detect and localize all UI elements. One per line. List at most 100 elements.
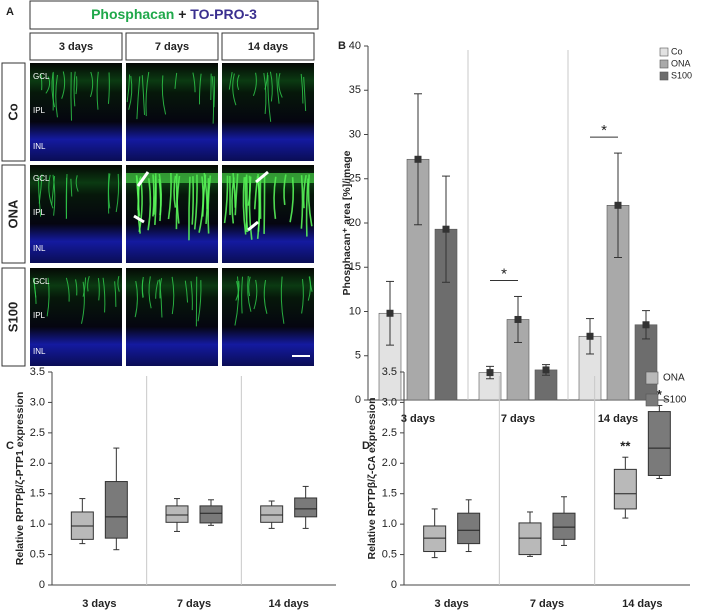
box xyxy=(294,497,318,518)
x-tick-label: 7 days xyxy=(501,413,535,425)
fiber xyxy=(198,73,202,105)
x-tick-label: 14 days xyxy=(268,598,308,610)
fiber xyxy=(145,71,150,117)
y-tick-label: 2.5 xyxy=(382,427,397,439)
y-tick-label: 1.5 xyxy=(382,488,397,500)
fiber xyxy=(171,276,175,315)
fiber xyxy=(37,175,42,217)
fiber xyxy=(65,174,68,219)
y-tick-label: 15 xyxy=(349,261,361,273)
box xyxy=(199,505,223,524)
fiber xyxy=(228,72,233,90)
panel-letter: C xyxy=(6,440,14,452)
fiber xyxy=(236,74,240,90)
fiber xyxy=(51,72,56,108)
arrow xyxy=(255,170,269,184)
fiber xyxy=(40,73,43,91)
title-join: + xyxy=(178,6,186,22)
fiber xyxy=(211,76,215,124)
panel-letter: B xyxy=(338,40,346,52)
fiber xyxy=(51,176,56,206)
fiber xyxy=(155,279,159,299)
title-blue: TO-PRO-3 xyxy=(190,6,257,22)
x-tick-label: 14 days xyxy=(598,413,638,425)
box xyxy=(260,505,284,523)
fiber xyxy=(253,279,258,310)
x-tick-label: 3 days xyxy=(401,413,435,425)
fiber xyxy=(46,277,50,317)
fiber xyxy=(269,71,273,102)
y-tick-label: 40 xyxy=(349,40,361,52)
fiber xyxy=(305,178,309,237)
box xyxy=(165,505,189,523)
fiber xyxy=(241,276,244,314)
mean-marker xyxy=(486,369,494,377)
mean-marker xyxy=(442,225,450,233)
legend-swatch xyxy=(645,393,659,407)
fiber xyxy=(263,72,267,114)
fiber xyxy=(126,74,131,103)
y-tick-label: 2.0 xyxy=(382,457,397,469)
fiber xyxy=(141,75,145,115)
x-tick-label: 3 days xyxy=(435,598,469,610)
row-header-box xyxy=(1,62,26,162)
micrograph xyxy=(222,268,314,366)
y-tick-label: 30 xyxy=(349,128,361,140)
layer-label: GCL xyxy=(33,277,50,286)
y-tick-label: 3.0 xyxy=(30,396,45,408)
y-tick-label: 20 xyxy=(349,217,361,229)
fiber xyxy=(234,276,239,326)
y-tick-label: 0 xyxy=(355,394,361,406)
fiber xyxy=(267,75,272,122)
mean-marker xyxy=(642,321,650,329)
arrow xyxy=(247,220,259,232)
fiber xyxy=(87,275,90,292)
row-header-box xyxy=(1,267,26,367)
box xyxy=(457,512,481,545)
y-tick-label: 2.5 xyxy=(30,427,45,439)
fiber xyxy=(134,280,138,318)
y-tick-label: 1.5 xyxy=(30,488,45,500)
legend-swatch xyxy=(659,59,669,69)
layer-label: IPL xyxy=(33,311,46,320)
row-header: Co xyxy=(5,103,20,120)
x-tick-label: 14 days xyxy=(622,598,662,610)
title-green: Phosphacan xyxy=(91,6,174,22)
y-tick-label: 3.0 xyxy=(382,396,397,408)
fiber xyxy=(301,279,304,314)
legend-label: S100 xyxy=(663,395,687,406)
micrograph xyxy=(126,63,218,161)
significance-label: * xyxy=(501,265,507,282)
legend-label: S100 xyxy=(671,70,692,80)
box xyxy=(104,481,128,539)
y-tick-label: 10 xyxy=(349,305,361,317)
fiber xyxy=(65,277,70,302)
panel-letter: D xyxy=(362,440,370,452)
fiber xyxy=(280,276,285,324)
fiber xyxy=(174,72,178,89)
y-tick-label: 3.5 xyxy=(382,366,397,378)
fiber xyxy=(102,277,106,313)
fiber xyxy=(55,74,58,118)
column-header: 3 days xyxy=(59,41,93,53)
fiber xyxy=(192,72,196,93)
fiber xyxy=(248,276,251,297)
fiber xyxy=(252,72,257,97)
fiber xyxy=(307,276,311,301)
box xyxy=(613,468,637,510)
micrograph xyxy=(30,63,122,161)
layer-label: INL xyxy=(33,347,46,356)
fiber xyxy=(75,76,78,95)
fiber xyxy=(184,280,189,303)
fiber xyxy=(190,281,193,311)
fiber xyxy=(48,174,54,209)
y-tick-label: 0 xyxy=(39,579,45,591)
fiber xyxy=(276,73,280,104)
x-tick-label: 7 days xyxy=(530,598,564,610)
y-axis-label: Phosphacan⁺ area [%]/image xyxy=(341,150,353,295)
fiber xyxy=(247,275,252,312)
fiber xyxy=(52,174,56,216)
layer-label: INL xyxy=(33,244,46,253)
fiber xyxy=(70,178,73,197)
